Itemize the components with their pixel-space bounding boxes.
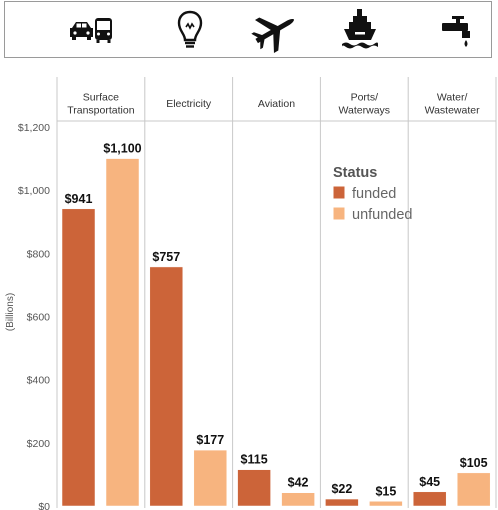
legend-label-funded: funded [352, 186, 396, 202]
airplane-icon [251, 17, 294, 53]
bars [61, 158, 491, 507]
y-axis-title: (Billions) [5, 293, 16, 331]
bar-unfunded [193, 449, 228, 507]
y-tick-label: $600 [27, 312, 51, 324]
bar-unfunded [105, 158, 140, 507]
data-label-unfunded: $1,100 [103, 142, 141, 156]
y-axis: $0 $200 $400 $600 $800 $1,000 $1,200 [18, 122, 50, 510]
facet-label: Water/ [437, 92, 468, 104]
car-bus-icon [70, 18, 112, 43]
faucet-icon [442, 16, 470, 47]
data-label-funded: $22 [331, 482, 352, 496]
lightbulb-icon [177, 10, 203, 48]
legend-label-unfunded: unfunded [352, 207, 412, 223]
y-tick-label: $800 [27, 248, 51, 260]
facet-label: Surface [83, 92, 119, 104]
y-tick-label: $0 [38, 501, 50, 510]
icon-bar [4, 1, 492, 58]
y-tick-label: $200 [27, 438, 51, 450]
bar-funded [412, 491, 447, 507]
bar-funded [149, 266, 184, 507]
value-labels: $941 $1,100 $757 $177 $115 $42 $22 $15 $45 $105 [65, 142, 488, 499]
data-label-funded: $45 [419, 475, 440, 489]
bar-funded [61, 208, 96, 507]
data-label-unfunded: $15 [375, 484, 396, 498]
data-label-unfunded: $105 [460, 456, 488, 470]
bar-funded [237, 469, 271, 507]
facet-label: Aviation [258, 98, 295, 110]
legend: Status funded unfunded [332, 165, 412, 223]
data-label-funded: $941 [65, 192, 93, 206]
legend-swatch-unfunded [332, 206, 346, 221]
facet-label: Transportation [67, 105, 134, 117]
y-tick-label: $400 [27, 375, 51, 387]
data-label-funded: $757 [152, 250, 180, 264]
bar-unfunded [369, 501, 403, 507]
data-label-unfunded: $177 [196, 433, 224, 447]
legend-swatch-funded [332, 185, 346, 200]
facet-label: Waterways [339, 105, 391, 117]
data-label-unfunded: $42 [288, 476, 309, 490]
facet-label: Wastewater [425, 105, 481, 117]
facet-label: Electricity [166, 98, 212, 110]
y-tick-label: $1,000 [18, 185, 50, 197]
ship-icon [342, 9, 378, 49]
bar-funded [325, 498, 359, 507]
bar-unfunded [281, 492, 315, 507]
bar-unfunded [456, 472, 491, 507]
facet-label: Ports/ [351, 92, 379, 104]
y-tick-label: $1,200 [18, 122, 50, 134]
legend-title: Status [333, 165, 377, 181]
data-label-funded: $115 [241, 453, 268, 467]
icon-bar-graphics [70, 9, 470, 53]
